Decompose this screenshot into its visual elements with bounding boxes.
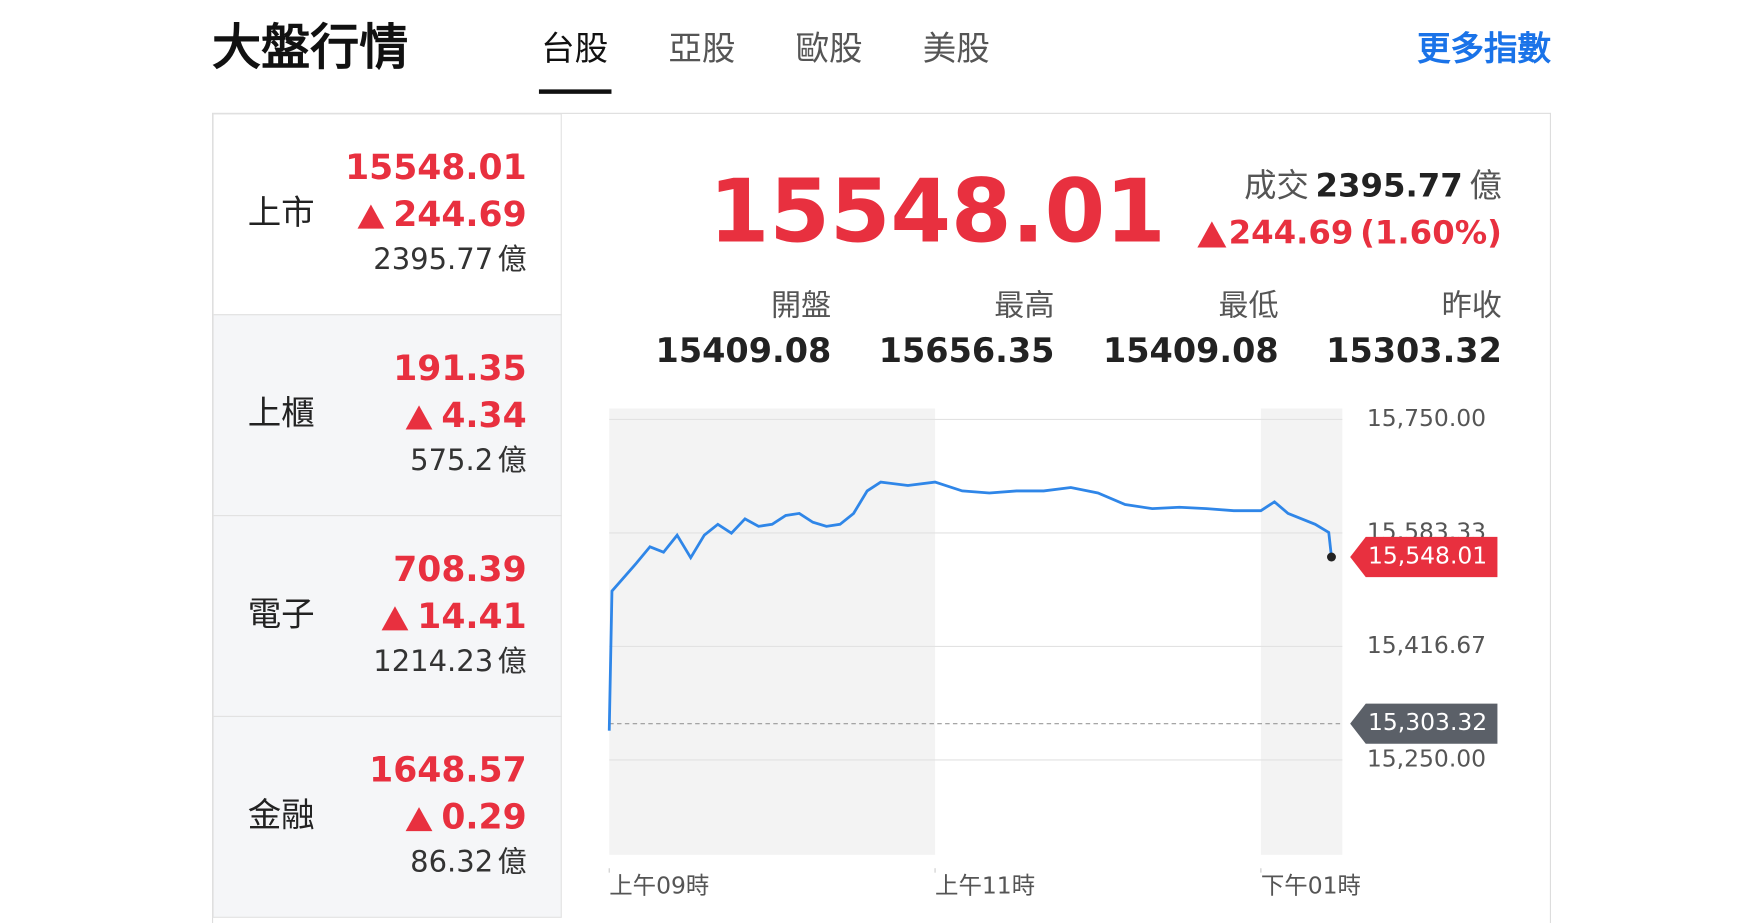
tab[interactable]: 亞股	[668, 29, 735, 68]
stat-label: 最低	[1218, 288, 1278, 323]
stat-value: 15409.08	[656, 331, 832, 370]
prev-close-tag-label: 15,303.32	[1368, 708, 1487, 736]
tab[interactable]: 美股	[923, 29, 990, 68]
stat-label: 最高	[994, 288, 1054, 323]
active-tab-underline	[538, 89, 612, 94]
volume-label: 成交	[1244, 167, 1309, 205]
index-volume: 575.2 億	[410, 443, 527, 477]
sidebar-item[interactable]	[212, 314, 562, 517]
volume-number: 2395.77	[373, 242, 493, 276]
stat-value: 15303.32	[1326, 331, 1502, 370]
last-point	[1327, 552, 1336, 562]
stat-label: 昨收	[1442, 288, 1502, 323]
up-triangle	[1197, 221, 1227, 248]
volume-number: 1214.23	[373, 644, 493, 678]
last-price-tag	[1350, 536, 1498, 578]
tab[interactable]: 台股	[541, 29, 608, 68]
volume-number: 575.2	[410, 443, 493, 477]
stat-value: 15656.35	[879, 331, 1055, 370]
main-change: 244.69 (1.60%)	[1229, 213, 1502, 251]
index-change: 4.34	[441, 396, 526, 436]
x-tick-label: 下午01時	[1261, 872, 1361, 900]
prev-close-tag	[1350, 703, 1498, 744]
up-triangle	[405, 807, 433, 832]
sidebar-item[interactable]	[212, 715, 562, 918]
index-name: 上櫃	[248, 394, 315, 433]
index-change: 0.29	[441, 798, 526, 838]
y-tick-label: 15,750.00	[1367, 404, 1486, 432]
index-name: 上市	[248, 193, 315, 232]
volume-unit: 億	[498, 443, 527, 477]
sidebar-item[interactable]	[212, 113, 562, 316]
index-name: 電子	[248, 595, 315, 634]
price-line	[607, 480, 1333, 731]
index-value: 708.39	[393, 550, 526, 590]
index-value: 1648.57	[369, 751, 527, 791]
last-price-tag-label: 15,548.01	[1368, 541, 1487, 569]
volume-unit: 億	[498, 242, 527, 276]
stat-label: 開盤	[771, 288, 831, 323]
stat-value: 15409.08	[1103, 331, 1279, 370]
session-band	[609, 408, 936, 855]
up-triangle	[381, 606, 409, 631]
sidebar-item[interactable]	[212, 515, 562, 718]
up-triangle	[405, 405, 433, 430]
session-band	[1260, 408, 1343, 855]
x-tick-label: 上午11時	[935, 872, 1035, 900]
index-volume: 86.32 億	[410, 845, 527, 879]
change-pct: (1.60%)	[1360, 213, 1502, 251]
volume-unit: 億	[498, 644, 527, 678]
y-tick-label: 15,250.00	[1367, 744, 1486, 772]
y-tick-label: 15,416.67	[1367, 631, 1486, 659]
index-change: 244.69	[393, 195, 526, 235]
change-number: 244.69	[1229, 213, 1354, 251]
up-triangle	[357, 204, 385, 229]
main-volume: 成交 2395.77 億	[1244, 167, 1502, 205]
index-name: 金融	[248, 795, 315, 834]
index-volume: 2395.77 億	[373, 242, 526, 276]
volume-unit: 億	[1470, 167, 1502, 205]
x-tick-label: 上午09時	[609, 872, 709, 900]
more-link[interactable]: 更多指數	[1417, 29, 1551, 68]
tab[interactable]: 歐股	[796, 29, 863, 68]
volume-number: 2395.77	[1316, 167, 1463, 205]
index-volume: 1214.23 億	[373, 644, 526, 678]
volume-unit: 億	[498, 845, 527, 879]
index-change: 14.41	[417, 597, 526, 637]
main-price: 15548.01	[709, 161, 1166, 263]
page-title: 大盤行情	[212, 18, 408, 76]
index-value: 191.35	[393, 349, 526, 389]
index-value: 15548.01	[345, 148, 527, 188]
volume-number: 86.32	[410, 845, 493, 879]
